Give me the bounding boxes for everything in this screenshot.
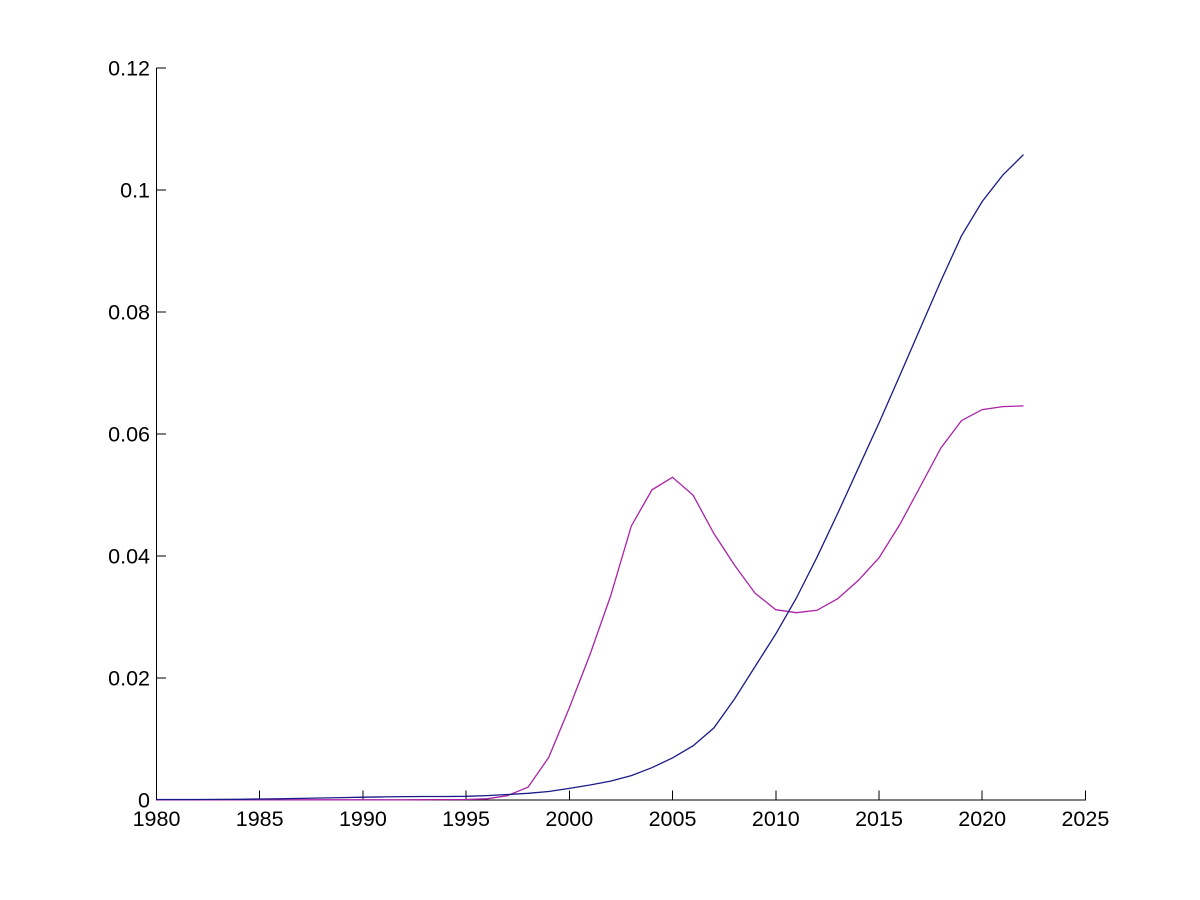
svg-text:0.04: 0.04 [108, 545, 150, 569]
svg-text:0.02: 0.02 [108, 667, 150, 691]
svg-text:0.06: 0.06 [108, 423, 150, 447]
svg-text:1980: 1980 [133, 807, 181, 831]
svg-text:1990: 1990 [339, 807, 387, 831]
svg-text:2000: 2000 [545, 807, 593, 831]
svg-text:0.12: 0.12 [108, 57, 150, 81]
svg-text:1995: 1995 [442, 807, 490, 831]
svg-text:2020: 2020 [958, 807, 1006, 831]
svg-text:0.1: 0.1 [120, 179, 150, 203]
svg-text:2025: 2025 [1061, 807, 1109, 831]
svg-text:2005: 2005 [649, 807, 697, 831]
svg-text:1985: 1985 [236, 807, 284, 831]
svg-text:2015: 2015 [855, 807, 903, 831]
svg-text:0.08: 0.08 [108, 301, 150, 325]
svg-text:2010: 2010 [752, 807, 800, 831]
svg-text:0: 0 [138, 789, 150, 813]
